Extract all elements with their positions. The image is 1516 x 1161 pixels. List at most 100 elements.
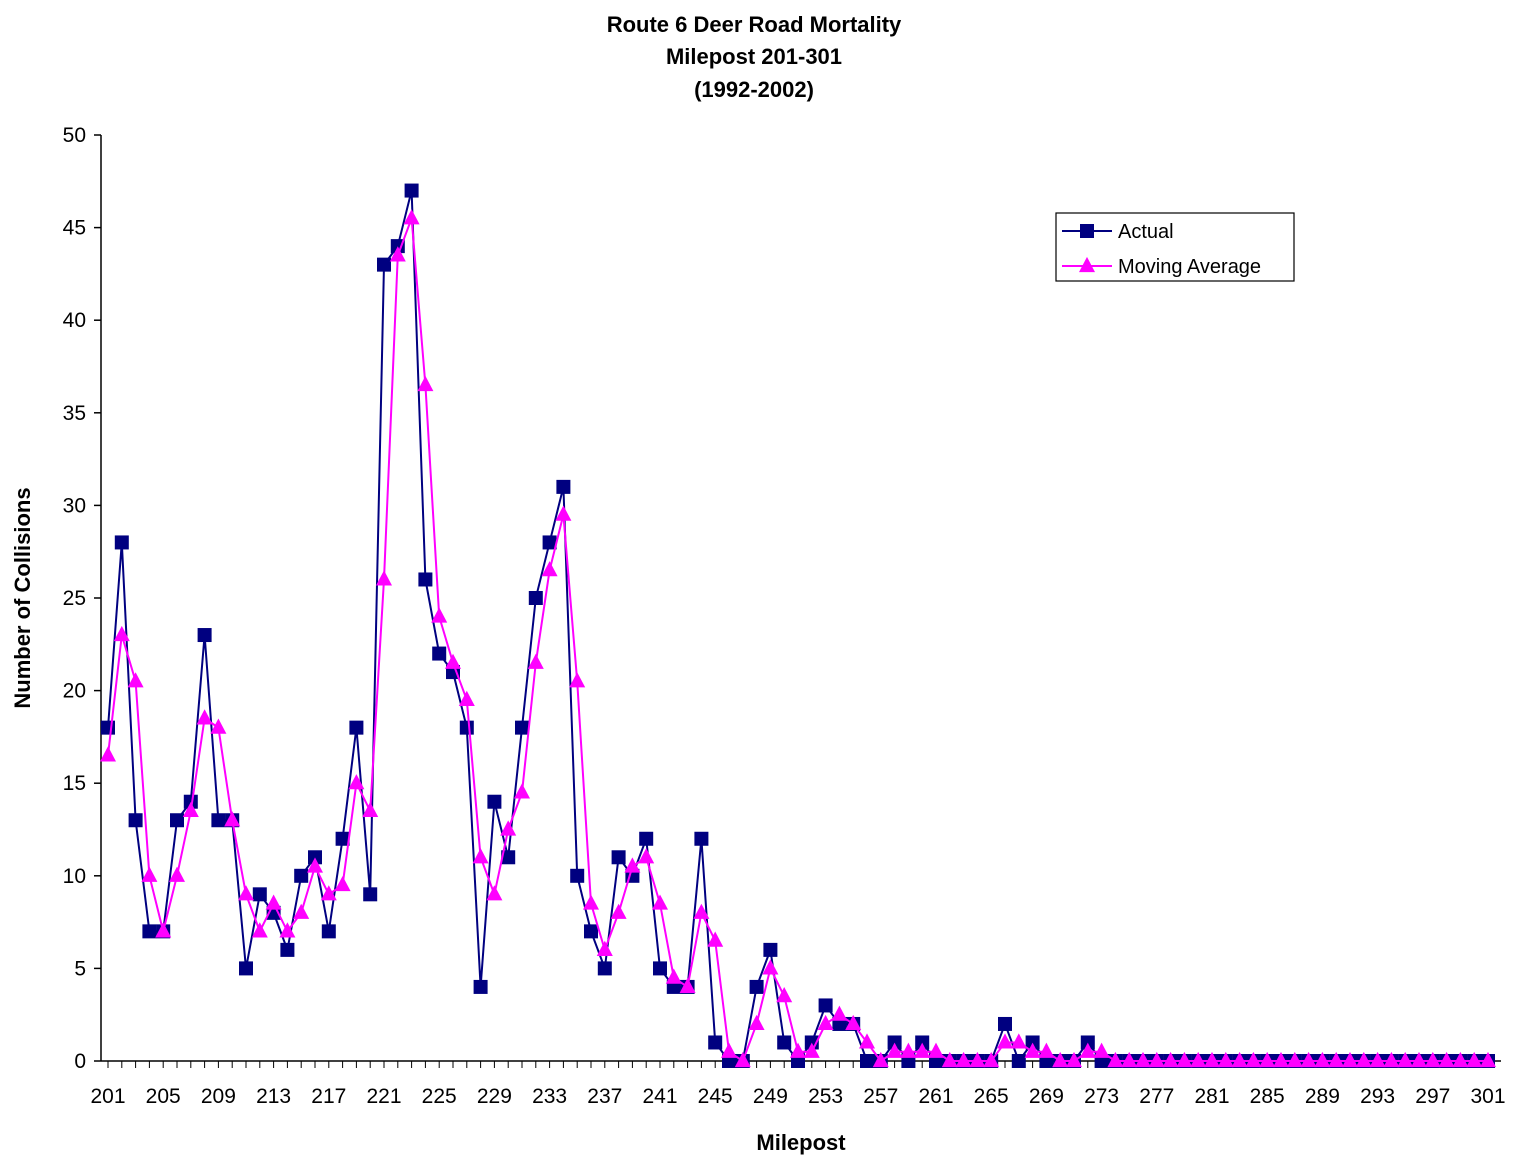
data-point-moving-average bbox=[969, 1051, 986, 1068]
data-point-moving-average bbox=[500, 820, 517, 836]
series-actual bbox=[101, 183, 1495, 1068]
data-point-actual bbox=[363, 887, 378, 902]
data-point-actual bbox=[818, 998, 833, 1013]
data-point-actual bbox=[708, 1035, 723, 1050]
data-point-moving-average bbox=[210, 718, 227, 734]
data-point-moving-average bbox=[1066, 1051, 1082, 1068]
data-point-moving-average bbox=[955, 1051, 972, 1068]
data-point-moving-average bbox=[1466, 1051, 1483, 1068]
data-point-actual bbox=[321, 924, 336, 939]
legend-marker-actual bbox=[1080, 224, 1094, 238]
chart-title: Route 6 Deer Road Mortality Milepost 201… bbox=[607, 12, 902, 102]
data-point-actual bbox=[114, 535, 129, 550]
x-tick-label: 241 bbox=[642, 1085, 677, 1108]
data-point-actual bbox=[639, 831, 654, 846]
data-point-moving-average bbox=[928, 1042, 944, 1058]
x-tick-label: 209 bbox=[201, 1085, 236, 1108]
data-point-actual bbox=[432, 646, 447, 661]
y-axis-title: Number of Collisions bbox=[10, 487, 35, 708]
data-point-actual bbox=[252, 887, 267, 902]
data-point-actual bbox=[542, 535, 557, 550]
x-tick-label: 301 bbox=[1470, 1085, 1505, 1108]
data-point-moving-average bbox=[569, 672, 586, 688]
data-point-moving-average bbox=[693, 903, 710, 919]
data-point-moving-average bbox=[1038, 1042, 1055, 1058]
y-tick-label: 50 bbox=[63, 124, 86, 147]
y-tick-label: 30 bbox=[63, 494, 86, 517]
data-point-moving-average bbox=[886, 1042, 903, 1058]
x-tick-label: 297 bbox=[1415, 1085, 1450, 1108]
data-point-moving-average bbox=[583, 894, 599, 910]
data-point-actual bbox=[197, 628, 212, 643]
x-tick-label: 265 bbox=[974, 1085, 1009, 1108]
data-point-moving-average bbox=[251, 922, 268, 938]
data-point-moving-average bbox=[1383, 1051, 1400, 1068]
data-point-actual bbox=[280, 942, 295, 957]
x-tick-label: 201 bbox=[90, 1085, 125, 1108]
y-tick-label: 0 bbox=[74, 1050, 86, 1073]
data-point-moving-average bbox=[1259, 1051, 1276, 1068]
data-point-moving-average bbox=[803, 1042, 820, 1058]
x-tick-label: 245 bbox=[698, 1085, 733, 1108]
x-tick-label: 205 bbox=[146, 1085, 181, 1108]
data-point-moving-average bbox=[486, 885, 503, 901]
data-point-actual bbox=[1011, 1054, 1026, 1068]
data-point-moving-average bbox=[1342, 1051, 1358, 1068]
data-point-actual bbox=[694, 831, 709, 846]
data-point-moving-average bbox=[514, 783, 530, 799]
data-point-moving-average bbox=[1190, 1051, 1207, 1068]
data-point-actual bbox=[487, 794, 502, 809]
data-point-actual bbox=[515, 720, 529, 735]
data-point-actual bbox=[294, 868, 309, 883]
data-point-actual bbox=[349, 720, 364, 735]
data-point-moving-average bbox=[1286, 1051, 1303, 1068]
data-point-moving-average bbox=[113, 625, 130, 642]
data-point-moving-average bbox=[762, 959, 779, 975]
data-point-actual bbox=[308, 850, 322, 865]
data-point-moving-average bbox=[362, 801, 379, 818]
data-point-moving-average bbox=[610, 903, 627, 919]
legend-marker-moving-average bbox=[1079, 256, 1095, 273]
data-point-moving-average bbox=[265, 894, 282, 910]
series-line-actual bbox=[107, 190, 1488, 1064]
data-point-actual bbox=[998, 1016, 1012, 1031]
data-point-actual bbox=[473, 979, 488, 994]
data-point-moving-average bbox=[1369, 1051, 1386, 1068]
data-point-actual bbox=[501, 850, 516, 865]
data-point-moving-average bbox=[1135, 1051, 1151, 1068]
x-tick-label: 285 bbox=[1250, 1085, 1285, 1108]
data-point-moving-average bbox=[1148, 1051, 1165, 1068]
legend-label-actual: Actual bbox=[1118, 221, 1174, 243]
data-point-moving-average bbox=[293, 903, 310, 919]
data-point-moving-average bbox=[734, 1051, 751, 1068]
chart-title-line-3: (1992-2002) bbox=[694, 77, 814, 102]
data-point-actual bbox=[777, 1035, 792, 1050]
data-point-actual bbox=[170, 813, 184, 828]
data-point-moving-average bbox=[141, 866, 158, 882]
data-point-moving-average bbox=[1052, 1051, 1069, 1068]
data-point-moving-average bbox=[1411, 1051, 1427, 1068]
data-point-moving-average bbox=[1024, 1042, 1041, 1058]
data-point-moving-average bbox=[1121, 1051, 1138, 1068]
data-point-actual bbox=[418, 572, 433, 587]
x-axis-ticks: 201 205 209 213 217 221 225 229 233 237 241 245 249 2… bbox=[90, 1061, 1506, 1108]
data-point-moving-average bbox=[417, 375, 434, 392]
data-point-moving-average bbox=[872, 1051, 889, 1068]
data-point-moving-average bbox=[1176, 1051, 1193, 1068]
data-point-actual bbox=[528, 591, 543, 605]
legend: Actual Moving Average bbox=[1055, 212, 1295, 282]
data-point-moving-average bbox=[169, 866, 185, 882]
data-point-moving-average bbox=[1300, 1051, 1317, 1068]
data-point-actual bbox=[377, 257, 391, 272]
data-point-moving-average bbox=[776, 987, 793, 1003]
data-point-moving-average bbox=[1480, 1051, 1496, 1068]
data-point-moving-average bbox=[307, 857, 323, 873]
series-layer bbox=[100, 183, 1496, 1068]
data-point-moving-average bbox=[1328, 1051, 1345, 1068]
data-point-moving-average bbox=[748, 1014, 765, 1031]
data-point-moving-average bbox=[445, 653, 461, 669]
data-point-moving-average bbox=[1424, 1051, 1441, 1068]
data-point-actual bbox=[101, 720, 115, 735]
data-point-actual bbox=[860, 1054, 874, 1068]
